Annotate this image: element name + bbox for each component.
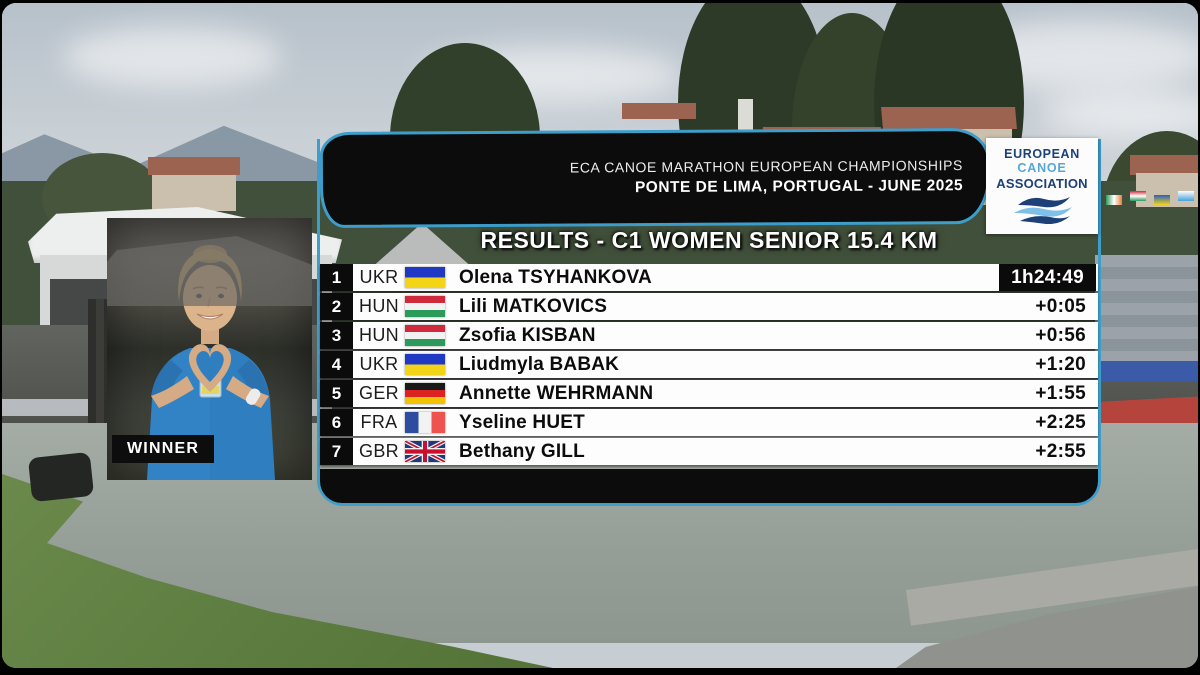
- event-location-date: PONTE DE LIMA, PORTUGAL - JUNE 2025: [634, 177, 964, 197]
- athlete-name: Yseline HUET: [459, 411, 585, 433]
- rank-badge: 3: [320, 322, 353, 349]
- country-flag: [405, 354, 445, 375]
- rank-badge: 4: [320, 351, 353, 378]
- background-scene: ECA CANOE MARATHON EUROPEAN CHAMPIONSHIP…: [2, 3, 1198, 668]
- athlete-name: Annette WEHRMANN: [459, 382, 654, 404]
- country-flag: [405, 412, 445, 433]
- rank-badge: 6: [320, 409, 353, 436]
- house-roof: [1130, 155, 1198, 175]
- country-flag: [405, 267, 445, 288]
- result-row: 6 FRA Yseline HUET +2:25: [320, 409, 1098, 436]
- athlete-name: Olena TSYHANKOVA: [459, 266, 652, 288]
- athlete-name: Bethany GILL: [459, 440, 585, 462]
- result-row: 5 GER Annette WEHRMANN +1:55: [320, 380, 1098, 407]
- union-jack-icon: [405, 441, 445, 462]
- result-time: +2:55: [1035, 440, 1086, 462]
- house-roof: [622, 103, 696, 119]
- eca-logo-text: ASSOCIATION: [996, 175, 1088, 191]
- rank-badge: 5: [320, 380, 353, 407]
- country-flag: [405, 441, 445, 462]
- eca-logo: EUROPEAN CANOE ASSOCIATION: [986, 138, 1098, 234]
- country-flag: [405, 325, 445, 346]
- country-code: HUN: [359, 325, 399, 345]
- result-row: 2 HUN Lili MATKOVICS +0:05: [320, 293, 1098, 320]
- country-flag: [405, 296, 445, 317]
- eca-logo-text: CANOE: [1017, 161, 1067, 176]
- athlete-name: Zsofia KISBAN: [459, 324, 596, 346]
- country-code: FRA: [360, 412, 398, 432]
- flag-on-pole: [1130, 191, 1146, 201]
- country-code: GBR: [359, 441, 399, 461]
- cloud: [1042, 89, 1198, 139]
- flag-on-pole: [1178, 191, 1194, 201]
- country-code: UKR: [359, 267, 399, 287]
- result-time: 1h24:49: [999, 264, 1096, 291]
- country-code: HUN: [359, 296, 399, 316]
- athlete-name: Liudmyla BABAK: [459, 353, 620, 375]
- country-flag: [405, 383, 445, 404]
- result-row: 7 GBR Bethany GILL +2:55: [320, 438, 1098, 465]
- athlete-name: Lili MATKOVICS: [459, 295, 608, 317]
- result-row: 1 UKR Olena TSYHANKOVA 1h24:49: [320, 264, 1098, 291]
- results-table: 1 UKR Olena TSYHANKOVA 1h24:49 2 HUN: [320, 264, 1098, 467]
- grandstand: [1095, 255, 1198, 365]
- result-time: +1:55: [1035, 382, 1086, 404]
- result-time: +2:25: [1035, 411, 1086, 433]
- event-title: ECA CANOE MARATHON EUROPEAN CHAMPIONSHIP…: [569, 157, 963, 176]
- country-code: UKR: [359, 354, 399, 374]
- cloud: [62, 27, 282, 87]
- winner-photo: WINNER: [107, 218, 312, 480]
- eca-waves-icon: [1014, 197, 1072, 225]
- rank-badge: 7: [320, 438, 353, 465]
- flag-on-pole: [1154, 195, 1170, 205]
- rank-badge: 2: [320, 293, 353, 320]
- equipment-bag: [27, 451, 95, 503]
- results-panel: [317, 139, 1101, 506]
- rank-badge: 1: [320, 264, 353, 291]
- country-code: GER: [359, 383, 399, 403]
- result-row: 3 HUN Zsofia KISBAN +0:56: [320, 322, 1098, 349]
- flag-on-pole: [1106, 195, 1122, 205]
- house-roof: [148, 157, 240, 175]
- winner-label: WINNER: [112, 435, 215, 463]
- result-time: +0:56: [1035, 324, 1086, 346]
- result-row: 4 UKR Liudmyla BABAK +1:20: [320, 351, 1098, 378]
- result-time: +0:05: [1035, 295, 1086, 317]
- house: [152, 171, 236, 211]
- result-time: +1:20: [1035, 353, 1086, 375]
- results-heading: RESULTS - C1 WOMEN SENIOR 15.4 KM: [480, 227, 938, 253]
- grandstand-banner: [1095, 361, 1198, 381]
- results-panel-footer: [320, 469, 1098, 503]
- event-header-bar: ECA CANOE MARATHON EUROPEAN CHAMPIONSHIP…: [319, 127, 991, 229]
- house-roof: [881, 107, 1017, 129]
- eca-logo-text: EUROPEAN: [1004, 147, 1080, 161]
